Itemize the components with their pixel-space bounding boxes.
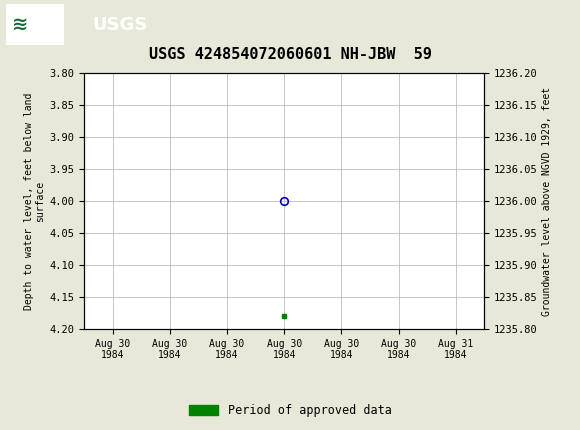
Legend: Period of approved data: Period of approved data <box>184 399 396 422</box>
Text: ≋: ≋ <box>12 15 28 34</box>
Y-axis label: Groundwater level above NGVD 1929, feet: Groundwater level above NGVD 1929, feet <box>542 86 552 316</box>
Y-axis label: Depth to water level, feet below land
surface: Depth to water level, feet below land su… <box>24 92 45 310</box>
Text: USGS 424854072060601 NH-JBW  59: USGS 424854072060601 NH-JBW 59 <box>148 47 432 62</box>
Text: USGS: USGS <box>93 16 148 34</box>
FancyBboxPatch shape <box>6 4 64 46</box>
